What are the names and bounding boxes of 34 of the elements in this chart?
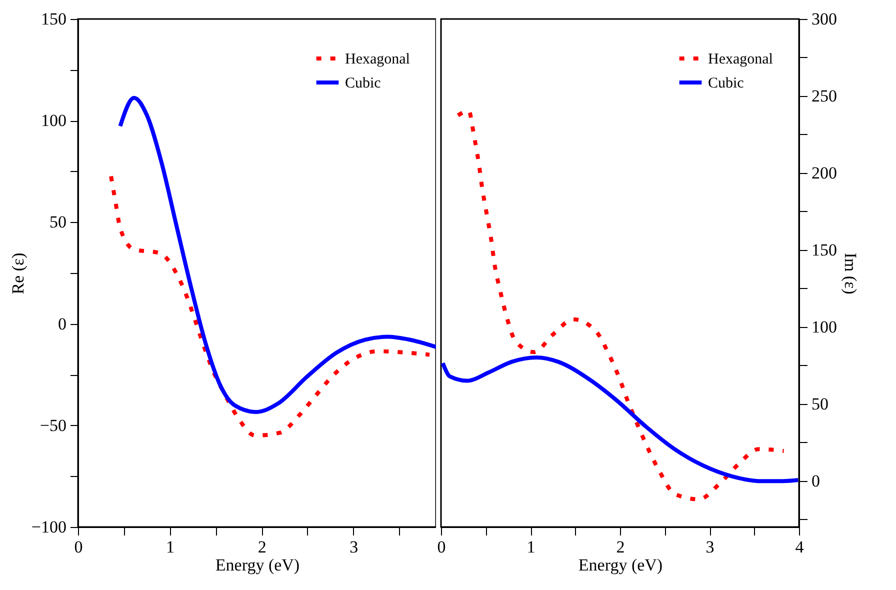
x-tick-label: 1 (166, 538, 175, 556)
legend-label: Cubic (345, 76, 382, 92)
y-tick-label: 150 (41, 10, 66, 28)
y-tick-label: 0 (58, 314, 66, 334)
y-axis-title: Re (ε) (8, 252, 28, 294)
y2-tick-label: 0 (812, 471, 820, 490)
y2-tick-label: 250 (812, 86, 837, 106)
line-series (109, 174, 432, 438)
y-tick-label: −50 (40, 416, 66, 435)
x-axis-title: Energy (eV) (215, 556, 300, 574)
y-tick-label: 50 (50, 212, 66, 232)
line-series (441, 356, 799, 484)
x-tick-label: 2 (258, 538, 266, 556)
x-tick-label: 1 (526, 538, 536, 556)
x-tick-label: 2 (616, 538, 625, 556)
x-tick-label: 3 (350, 538, 358, 556)
x-tick-label: 4 (795, 538, 804, 556)
y2-tick-label: 300 (812, 10, 837, 28)
y2-tick-label: 200 (812, 163, 837, 182)
y-tick-label: −100 (31, 518, 66, 536)
y-tick-label: 100 (41, 111, 66, 130)
y2-axis-title: Im (ε) (841, 252, 860, 294)
legend-label: Hexagonal (345, 52, 410, 68)
legend-label: Cubic (708, 76, 744, 92)
x-tick-label: 3 (706, 538, 714, 556)
line-series (118, 96, 436, 414)
x-axis-title: Energy (eV) (578, 556, 663, 574)
x-tick-label: 0 (437, 538, 446, 556)
y2-tick-label: 50 (812, 394, 828, 414)
x-tick-label: 0 (74, 538, 83, 556)
line-series (456, 108, 786, 502)
legend-label: Hexagonal (708, 52, 773, 68)
y2-tick-label: 100 (812, 317, 837, 336)
y2-tick-label: 150 (812, 240, 837, 260)
